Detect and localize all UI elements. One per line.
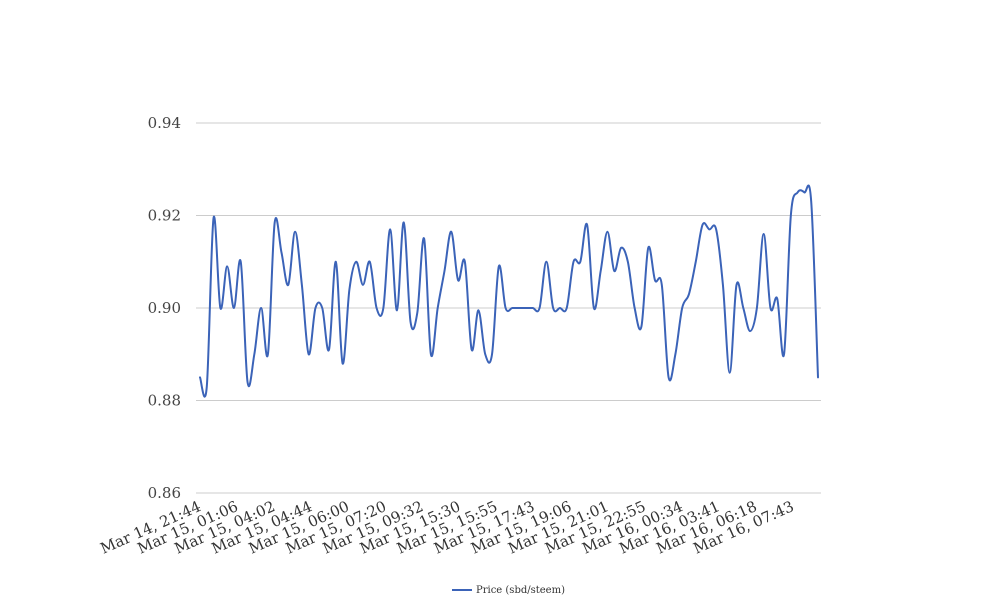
y-tick-label: 0.86 [148, 484, 181, 502]
legend-label: Price (sbd/steem) [476, 585, 565, 596]
series-layer [199, 184, 819, 398]
y-axis-ticks: 0.86 0.88 0.90 0.92 0.94 [148, 114, 181, 502]
y-tick-label: 0.92 [148, 207, 181, 225]
series-line-price [199, 184, 819, 398]
legend: Price (sbd/steem) [452, 585, 565, 596]
y-tick-label: 0.90 [148, 299, 181, 317]
gridlines [196, 122, 821, 494]
y-tick-label: 0.94 [148, 114, 181, 132]
y-tick-label: 0.88 [148, 392, 181, 410]
